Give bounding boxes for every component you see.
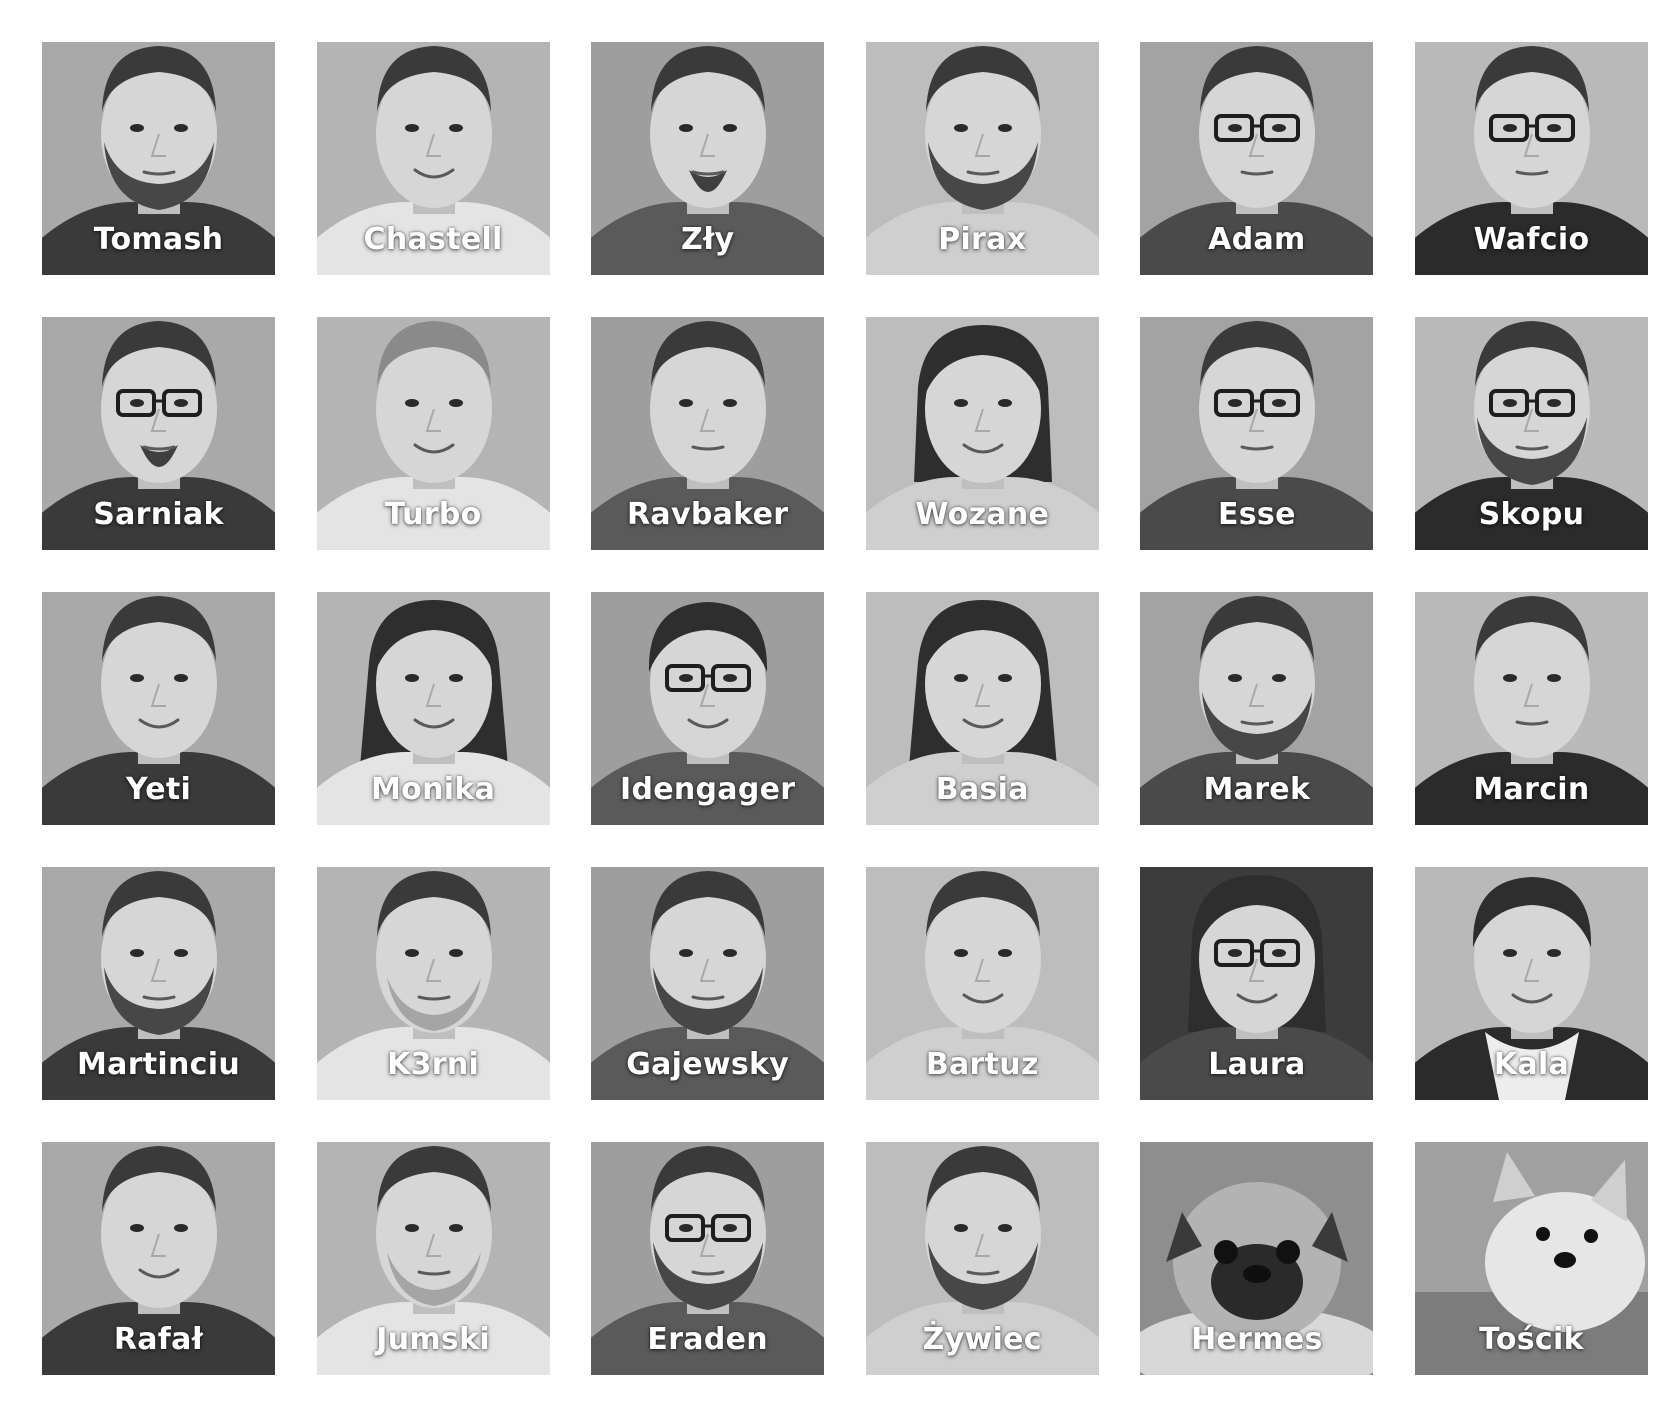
team-member-card-pirax[interactable]: Pirax — [865, 42, 1099, 275]
team-member-card-jumski[interactable]: Jumski — [316, 1142, 550, 1375]
team-member-card-marek[interactable]: Marek — [1140, 592, 1374, 825]
team-member-card-martinciu[interactable]: Martinciu — [42, 867, 275, 1100]
member-photo — [1140, 867, 1374, 1100]
team-member-card-bartuz[interactable]: Bartuz — [865, 867, 1099, 1100]
member-photo — [316, 42, 550, 275]
team-member-card-esse[interactable]: Esse — [1140, 317, 1374, 550]
member-photo — [1140, 1142, 1374, 1375]
member-photo — [1140, 42, 1374, 275]
member-photo — [591, 317, 825, 550]
team-member-card-laura[interactable]: Laura — [1140, 867, 1374, 1100]
member-photo — [1414, 317, 1648, 550]
member-photo — [865, 42, 1099, 275]
member-photo — [1414, 1142, 1648, 1375]
member-photo — [42, 42, 275, 275]
member-photo — [1414, 867, 1648, 1100]
member-photo — [591, 592, 825, 825]
member-photo — [591, 42, 825, 275]
member-photo — [316, 317, 550, 550]
team-member-card-zly[interactable]: Zły — [591, 42, 825, 275]
team-member-card-toscik[interactable]: Tościk — [1414, 1142, 1648, 1375]
member-photo — [865, 592, 1099, 825]
team-member-card-kala[interactable]: Kala — [1414, 867, 1648, 1100]
team-member-card-zywiec[interactable]: Żywiec — [865, 1142, 1099, 1375]
team-grid: Tomash Chastell Zły Pirax Adam Wafcio Sarniak T… — [42, 42, 1648, 1375]
member-photo — [42, 1142, 275, 1375]
team-member-card-monika[interactable]: Monika — [316, 592, 550, 825]
member-photo — [316, 1142, 550, 1375]
member-photo — [316, 867, 550, 1100]
team-member-card-sarniak[interactable]: Sarniak — [42, 317, 275, 550]
team-member-card-skopu[interactable]: Skopu — [1414, 317, 1648, 550]
member-photo — [42, 317, 275, 550]
team-member-card-gajewsky[interactable]: Gajewsky — [591, 867, 825, 1100]
team-member-card-marcin[interactable]: Marcin — [1414, 592, 1648, 825]
team-member-card-hermes[interactable]: Hermes — [1140, 1142, 1374, 1375]
team-member-card-yeti[interactable]: Yeti — [42, 592, 275, 825]
member-photo — [865, 317, 1099, 550]
team-member-card-turbo[interactable]: Turbo — [316, 317, 550, 550]
member-photo — [42, 867, 275, 1100]
team-member-card-rafal[interactable]: Rafał — [42, 1142, 275, 1375]
team-member-card-tomash[interactable]: Tomash — [42, 42, 275, 275]
team-member-card-chastell[interactable]: Chastell — [316, 42, 550, 275]
team-member-card-wozane[interactable]: Wozane — [865, 317, 1099, 550]
team-member-card-idengager[interactable]: Idengager — [591, 592, 825, 825]
team-member-card-wafcio[interactable]: Wafcio — [1414, 42, 1648, 275]
team-member-card-k3rni[interactable]: K3rni — [316, 867, 550, 1100]
member-photo — [1414, 592, 1648, 825]
member-photo — [865, 1142, 1099, 1375]
team-member-card-adam[interactable]: Adam — [1140, 42, 1374, 275]
member-photo — [1140, 592, 1374, 825]
member-photo — [591, 867, 825, 1100]
member-photo — [42, 592, 275, 825]
member-photo — [1140, 317, 1374, 550]
member-photo — [591, 1142, 825, 1375]
team-member-card-ravbaker[interactable]: Ravbaker — [591, 317, 825, 550]
member-photo — [865, 867, 1099, 1100]
member-photo — [316, 592, 550, 825]
member-photo — [1414, 42, 1648, 275]
team-member-card-basia[interactable]: Basia — [865, 592, 1099, 825]
team-member-card-eraden[interactable]: Eraden — [591, 1142, 825, 1375]
